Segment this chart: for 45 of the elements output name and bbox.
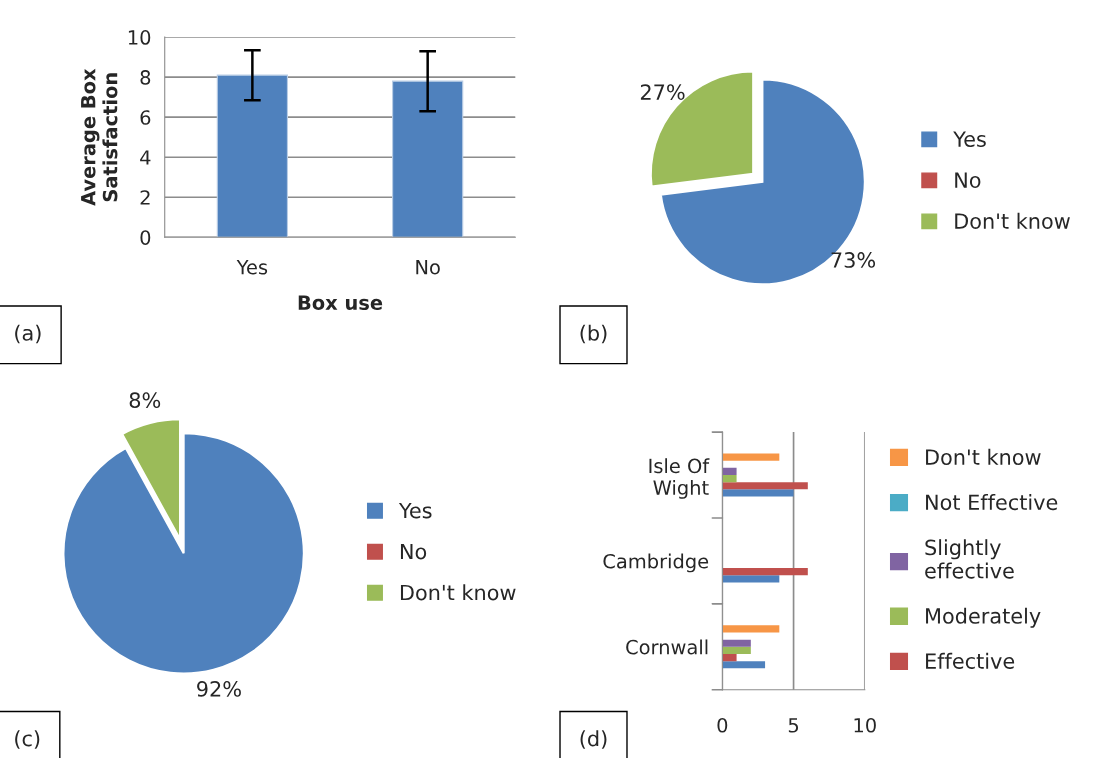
legend-label: Yes	[398, 502, 432, 519]
legend-label: Don't know	[955, 212, 1070, 229]
y-tick-label: 8	[140, 70, 151, 85]
y-tick-label: Isle Of Wight	[649, 458, 710, 499]
bar	[722, 475, 737, 483]
bar	[722, 646, 751, 654]
bar	[722, 575, 780, 583]
legend-label: No	[955, 172, 981, 188]
y-tick-label: Cambridge	[603, 553, 709, 573]
y-tick-label: 6	[140, 110, 151, 125]
y-axis-title: Average Box Satisfaction	[81, 68, 118, 206]
x-axis-title: Box use	[298, 295, 383, 311]
text: (b)	[580, 324, 607, 344]
legend-label: Moderately	[926, 607, 1041, 628]
bar	[722, 625, 780, 633]
x-tick-label: 5	[788, 718, 799, 733]
bar	[722, 489, 794, 497]
bar	[722, 639, 751, 647]
y-tick-label: 10	[128, 30, 151, 45]
text: (d)	[580, 730, 607, 749]
x-tick-label: 0	[717, 717, 728, 733]
y-tick-label: Cornwall	[626, 639, 708, 655]
bar	[722, 568, 808, 576]
bar	[722, 482, 808, 490]
x-tick-label: 10	[854, 717, 876, 733]
y-tick-label: 0	[140, 230, 151, 245]
y-tick-label: 2	[140, 190, 150, 205]
legend-label: Not Effective	[926, 494, 1058, 511]
legend-label: Effective	[926, 652, 1015, 669]
legend-label: No	[400, 543, 427, 560]
data-label: 92%	[197, 681, 241, 697]
data-label: 8%	[129, 392, 161, 409]
legend-label: Don't know	[926, 448, 1041, 465]
legend-label: Don't know	[400, 584, 516, 601]
bar	[722, 453, 780, 461]
text: (c)	[15, 730, 40, 749]
text: (a)	[15, 324, 41, 344]
data-label: 73%	[831, 252, 876, 268]
legend-label: Yes	[953, 131, 986, 147]
y-tick-label: 4	[140, 150, 151, 165]
bar	[722, 661, 766, 669]
data-label: 27%	[640, 84, 685, 100]
legend-label: Slightly effective	[925, 539, 1014, 579]
bar	[722, 467, 737, 476]
bar	[722, 653, 737, 662]
